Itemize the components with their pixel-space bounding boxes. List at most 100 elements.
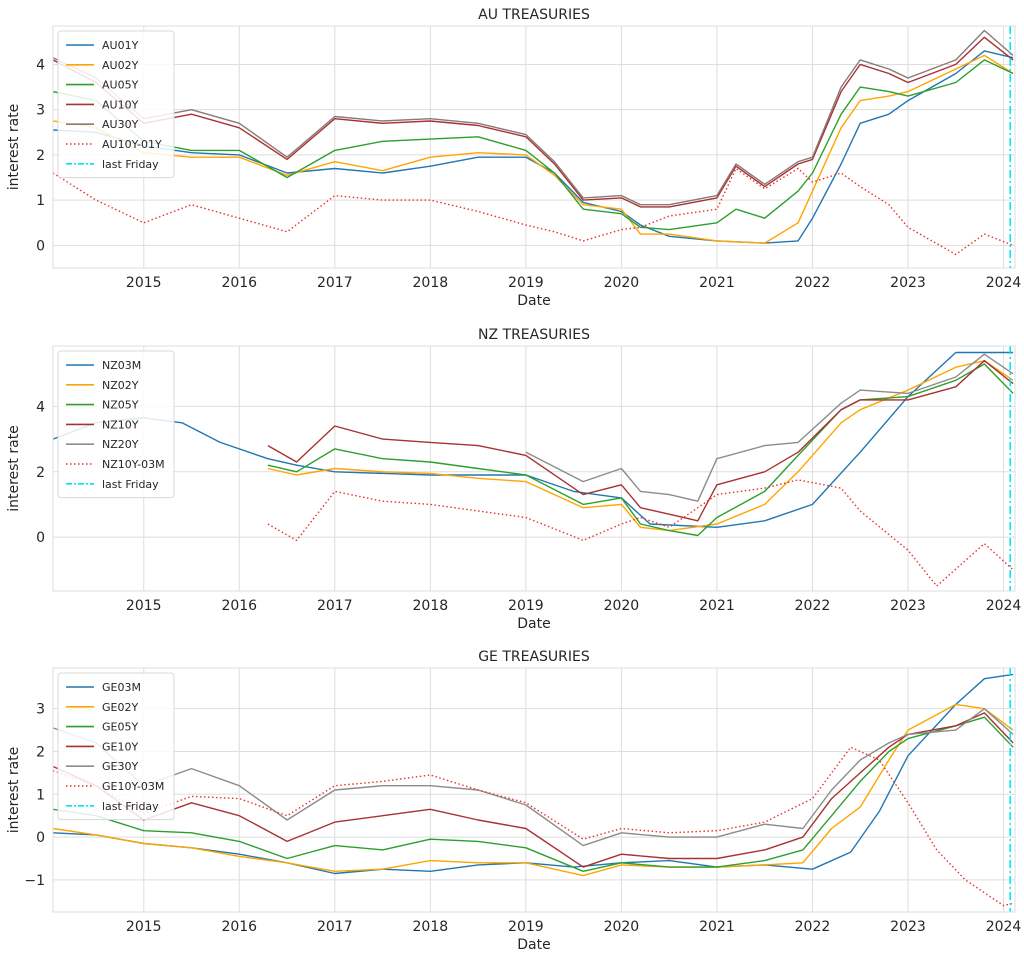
series-line-au02y [53,54,1014,244]
series-line-au05y [53,59,1014,231]
series-line-au10y [53,36,1014,208]
y-tick-label: −1 [24,873,45,889]
legend-label: AU05Y [102,79,139,92]
legend-label: NZ10Y-03M [102,458,165,471]
legend-label: NZ05Y [102,399,139,412]
x-tick-label: 2021 [699,598,735,614]
x-tick-label: 2022 [795,275,831,291]
series-line-au30y [53,29,1014,206]
legend-label: AU30Y [102,118,139,131]
y-axis-label: interest rate [6,104,22,191]
y-tick-label: 0 [36,238,45,254]
legend-label: AU01Y [102,39,139,52]
legend-label: GE10Y-03M [102,780,164,793]
series-line-au01y [53,50,1014,244]
series-line-nz05y [267,363,1014,537]
plot-frame [52,667,1016,913]
x-tick-label: 2023 [890,919,926,935]
chart-title: GE TREASURIES [478,649,590,665]
y-axis-label: interest rate [6,747,22,834]
x-tick-label: 2016 [221,598,257,614]
legend-box [57,30,175,179]
x-tick-label: 2024 [986,919,1022,935]
legend-label: NZ02Y [102,379,139,392]
legend-label: GE10Y [102,740,138,753]
legend-label: GE03M [102,681,141,694]
series-line-nz03m [53,351,1014,528]
legend-label: GE30Y [102,760,138,773]
x-tick-label: 2015 [126,275,162,291]
x-tick-label: 2017 [317,919,353,935]
x-tick-label: 2021 [699,919,735,935]
legend: NZ03M NZ02Y NZ05Y NZ10Y NZ20Y NZ10Y-03M last F… [57,350,175,499]
plot-area [53,26,1015,268]
legend-label: AU10Y-01Y [102,138,162,151]
x-tick-label: 2020 [604,598,640,614]
x-tick-label: 2023 [890,598,926,614]
legend-label: last Friday [102,800,159,813]
x-tick-label: 2018 [413,919,449,935]
y-tick-label: 1 [36,193,45,209]
x-tick-label: 2019 [508,275,544,291]
plot-area [53,346,1015,591]
legend-label: last Friday [102,478,159,491]
legend-label: AU02Y [102,59,139,72]
y-axis-label: interest rate [6,425,22,512]
x-tick-label: 2019 [508,919,544,935]
y-tick-label: 3 [36,702,45,718]
y-tick-label: 2 [36,465,45,481]
series-line-ge30y [53,708,1014,847]
y-tick-label: 2 [36,744,45,760]
x-tick-label: 2022 [795,919,831,935]
x-tick-label: 2016 [221,275,257,291]
legend-label: NZ10Y [102,418,139,431]
x-axis-label: Date [517,937,550,953]
x-tick-label: 2024 [986,275,1022,291]
y-tick-label: 0 [36,530,45,546]
legend-box [57,672,175,821]
legend-label: NZ20Y [102,438,139,451]
legend-box [57,350,175,499]
legend-label: last Friday [102,158,159,171]
series-group [53,351,1014,587]
x-tick-label: 2017 [317,598,353,614]
x-tick-label: 2015 [126,919,162,935]
legend: AU01Y AU02Y AU05Y AU10Y AU30Y AU10Y-01Y last F… [57,30,175,179]
series-line-au10y-01y [53,167,1014,256]
x-tick-label: 2016 [221,919,257,935]
x-tick-label: 2023 [890,275,926,291]
x-axis-label: Date [517,293,550,309]
y-tick-label: 0 [36,830,45,846]
y-tick-label: 4 [36,57,45,73]
legend-label: NZ03M [102,359,141,372]
x-tick-label: 2021 [699,275,735,291]
x-tick-label: 2018 [413,598,449,614]
series-line-ge10y [53,712,1014,868]
x-tick-label: 2022 [795,598,831,614]
legend-label: GE02Y [102,701,138,714]
x-tick-label: 2017 [317,275,353,291]
x-tick-label: 2015 [126,598,162,614]
y-tick-label: 4 [36,399,45,415]
plot-frame [52,25,1016,269]
y-tick-label: 3 [36,103,45,119]
chart-title: AU TREASURIES [478,7,590,23]
series-line-nz20y [525,353,1014,502]
series-group [53,673,1014,907]
y-tick-label: 1 [36,787,45,803]
x-tick-label: 2020 [604,919,640,935]
legend-label: GE05Y [102,721,138,734]
chart-title: NZ TREASURIES [478,327,590,343]
legend: GE03M GE02Y GE05Y GE10Y GE30Y GE10Y-03M last F… [57,672,175,821]
x-axis-label: Date [517,616,550,632]
series-group [53,29,1014,256]
plot-frame [52,345,1016,592]
y-tick-label: 2 [36,148,45,164]
x-tick-label: 2018 [413,275,449,291]
series-line-ge02y [53,703,1014,877]
series-line-ge05y [53,716,1014,872]
